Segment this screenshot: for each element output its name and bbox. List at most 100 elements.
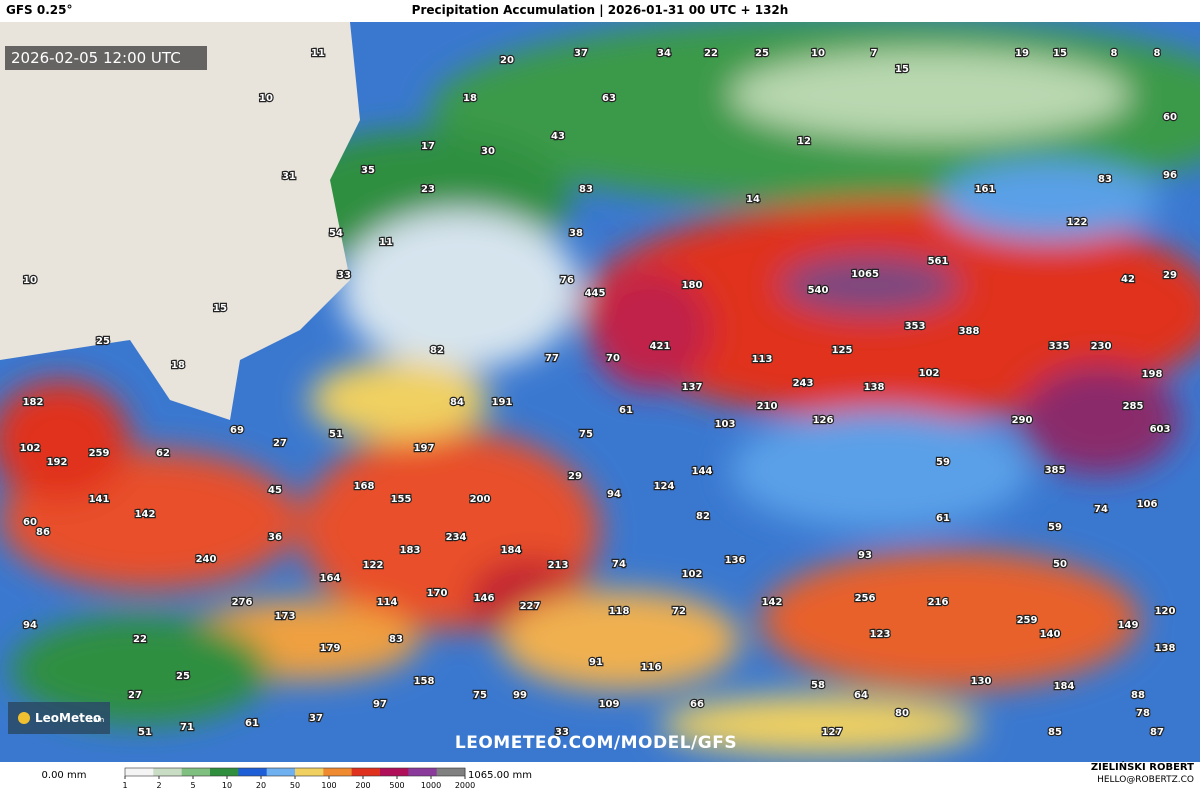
- colorbar-tick-label: 2000: [455, 781, 475, 789]
- precip-label: 38: [569, 228, 583, 239]
- precip-label: 15: [213, 303, 227, 314]
- precip-label: 180: [682, 280, 703, 291]
- precip-label: 216: [928, 597, 949, 608]
- precip-label: 36: [268, 532, 282, 543]
- precip-label: 75: [579, 429, 593, 440]
- precip-label: 94: [23, 620, 37, 631]
- precip-label: 8: [1154, 48, 1161, 59]
- precip-label: 29: [1163, 270, 1177, 281]
- precip-label: 230: [1091, 341, 1112, 352]
- precip-label: 43: [551, 131, 565, 142]
- precip-label: 20: [500, 55, 514, 66]
- precip-label: 99: [513, 690, 527, 701]
- precip-label: 173: [275, 611, 296, 622]
- colorbar-tick-label: 5: [190, 781, 195, 789]
- precip-label: 138: [864, 382, 885, 393]
- precip-label: 91: [589, 657, 603, 668]
- colorbar-segment: [266, 768, 296, 776]
- precip-label: 127: [822, 727, 843, 738]
- precip-label: 10: [811, 48, 825, 59]
- precip-label: 17: [421, 141, 435, 152]
- precip-label: 29: [568, 471, 582, 482]
- precip-label: 146: [474, 593, 495, 604]
- precip-label: 179: [320, 643, 341, 654]
- precip-label: 116: [641, 662, 662, 673]
- precip-label: 114: [377, 597, 398, 608]
- precip-label: 285: [1123, 401, 1144, 412]
- precip-label: 64: [854, 690, 868, 701]
- precip-label: 18: [463, 93, 477, 104]
- precip-label: 78: [1136, 708, 1150, 719]
- precip-label: 109: [599, 699, 620, 710]
- precip-label: 142: [762, 597, 783, 608]
- precip-label: 123: [870, 629, 891, 640]
- precip-label: 74: [612, 559, 626, 570]
- precip-label: 11: [379, 237, 393, 248]
- colorbar-tick-label: 500: [389, 781, 404, 789]
- precip-label: 191: [492, 397, 513, 408]
- precip-label: 84: [450, 397, 464, 408]
- colorbar-min: 0.00 mm: [42, 770, 87, 781]
- precip-label: 385: [1045, 465, 1066, 476]
- precip-label: 51: [138, 727, 152, 738]
- precip-label: 10: [23, 275, 37, 286]
- precip-label: 22: [133, 634, 147, 645]
- precip-label: 61: [245, 718, 259, 729]
- precip-label: 259: [1017, 615, 1038, 626]
- precip-label: 94: [607, 489, 621, 500]
- colorbar-tick-label: 100: [321, 781, 336, 789]
- precip-label: 421: [650, 341, 671, 352]
- precip-label: 155: [391, 494, 412, 505]
- email: HELLO@ROBERTZ.CO: [1097, 775, 1194, 785]
- precip-label: 102: [20, 443, 41, 454]
- precip-label: 75: [473, 690, 487, 701]
- precip-label: 353: [905, 321, 926, 332]
- top-bar: [0, 0, 1200, 22]
- precip-label: 240: [196, 554, 217, 565]
- precip-label: 200: [470, 494, 491, 505]
- precip-label: 10: [259, 93, 273, 104]
- colorbar-tick-label: 200: [355, 781, 370, 789]
- precip-label: 142: [135, 509, 156, 520]
- precip-label: 259: [89, 448, 110, 459]
- precip-label: 96: [1163, 170, 1177, 181]
- colorbar-tick-label: 1: [122, 781, 127, 789]
- precip-label: 141: [89, 494, 110, 505]
- precip-label: 192: [47, 457, 68, 468]
- precip-label: 76: [560, 275, 574, 286]
- precip-label: 15: [895, 64, 909, 75]
- land: [0, 22, 360, 420]
- precip-label: 103: [715, 419, 736, 430]
- precip-label: 561: [928, 256, 949, 267]
- precip-label: 168: [354, 481, 375, 492]
- precip-label: 37: [309, 713, 323, 724]
- precip-label: 60: [23, 517, 37, 528]
- precip-field: [0, 15, 1200, 755]
- precip-label: 74: [1094, 504, 1108, 515]
- precip-label: 130: [971, 676, 992, 687]
- precip-label: 276: [232, 597, 253, 608]
- precip-label: 161: [975, 184, 996, 195]
- precip-label: 149: [1118, 620, 1139, 631]
- colorbar-tick-label: 20: [256, 781, 266, 789]
- precip-label: 87: [1150, 727, 1164, 738]
- precip-label: 54: [329, 228, 343, 239]
- precip-label: 388: [959, 326, 980, 337]
- colorbar-tick-label: 1000: [421, 781, 441, 789]
- precip-label: 122: [1067, 217, 1088, 228]
- precip-label: 14: [746, 194, 760, 205]
- precip-label: 82: [430, 345, 444, 356]
- precip-label: 77: [545, 353, 559, 364]
- precip-label: 59: [936, 457, 950, 468]
- author: ZIELIŃSKI ROBERT: [1091, 760, 1194, 773]
- precip-label: 8: [1111, 48, 1118, 59]
- precip-label: 540: [808, 285, 829, 296]
- colorbar-segment: [181, 768, 211, 776]
- precip-label: 33: [337, 270, 351, 281]
- precip-label: 22: [704, 48, 718, 59]
- colorbar-segment: [210, 768, 239, 776]
- precip-label: 138: [1155, 643, 1176, 654]
- precip-label: 25: [176, 671, 190, 682]
